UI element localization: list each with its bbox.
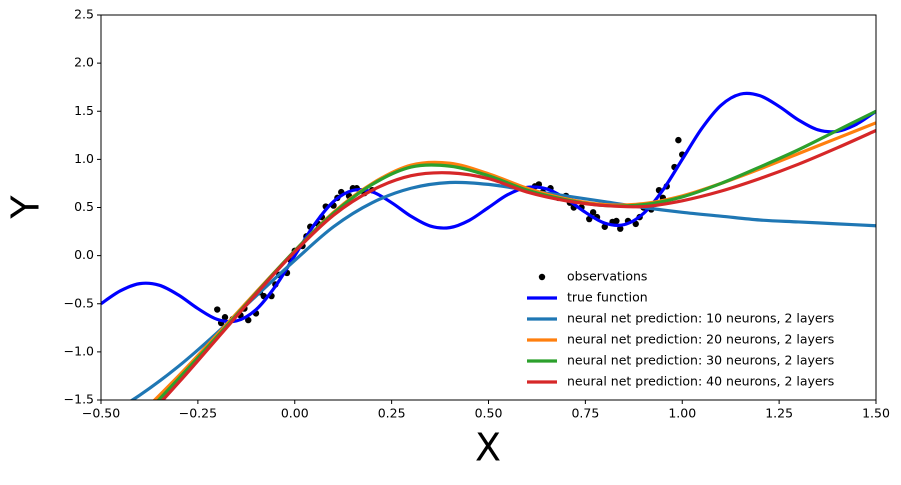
x-tick-label: 0.50 xyxy=(475,406,503,421)
observation-point xyxy=(214,306,221,313)
legend-label: neural net prediction: 10 neurons, 2 lay… xyxy=(567,311,834,326)
observation-point xyxy=(589,209,597,216)
legend-marker xyxy=(538,273,546,281)
y-tick-label: 1.5 xyxy=(74,103,94,118)
observation-point xyxy=(675,136,682,144)
legend-label: neural net prediction: 20 neurons, 2 lay… xyxy=(567,332,834,347)
observation-point xyxy=(221,314,229,321)
legend-label: true function xyxy=(567,290,648,305)
plot-area xyxy=(101,91,876,400)
observation-point xyxy=(613,217,620,225)
legend-box xyxy=(520,264,872,396)
y-tick-label: −1.5 xyxy=(64,392,94,407)
y-tick-label: 0.0 xyxy=(74,247,94,262)
legend-label: neural net prediction: 40 neurons, 2 lay… xyxy=(567,374,834,389)
y-tick-label: −1.0 xyxy=(64,343,94,358)
x-tick-label: 0.00 xyxy=(281,406,309,421)
legend: observations true function neural net pred… xyxy=(520,264,872,396)
y-tick-label: 1.0 xyxy=(74,151,94,166)
x-tick-label: 1.25 xyxy=(765,406,793,421)
x-axis-label: X xyxy=(475,426,501,470)
y-axis-label: Y xyxy=(4,195,48,220)
x-tick-label: −0.25 xyxy=(179,406,217,421)
x-tick-label: −0.50 xyxy=(82,406,120,421)
legend-label: observations xyxy=(567,269,647,284)
observation-point xyxy=(617,225,624,232)
x-tick-label: 1.00 xyxy=(668,406,696,421)
x-tick-label: 0.25 xyxy=(378,406,406,421)
x-tick-label: 0.75 xyxy=(571,406,599,421)
x-tick-label: 1.50 xyxy=(862,406,890,421)
y-tick-label: 0.5 xyxy=(74,199,94,214)
series-line xyxy=(160,129,876,400)
y-tick-label: 2.0 xyxy=(74,55,94,70)
y-tick-label: 2.5 xyxy=(74,7,94,22)
y-tick-label: −0.5 xyxy=(64,295,94,310)
legend-label: neural net prediction: 30 neurons, 2 lay… xyxy=(567,353,834,368)
observation-point xyxy=(632,220,639,228)
observation-point xyxy=(245,316,252,324)
axes: −0.50 −0.25 0.00 0.25 0.50 0.75 1.00 1.25 1.50 −1… xyxy=(64,7,890,421)
